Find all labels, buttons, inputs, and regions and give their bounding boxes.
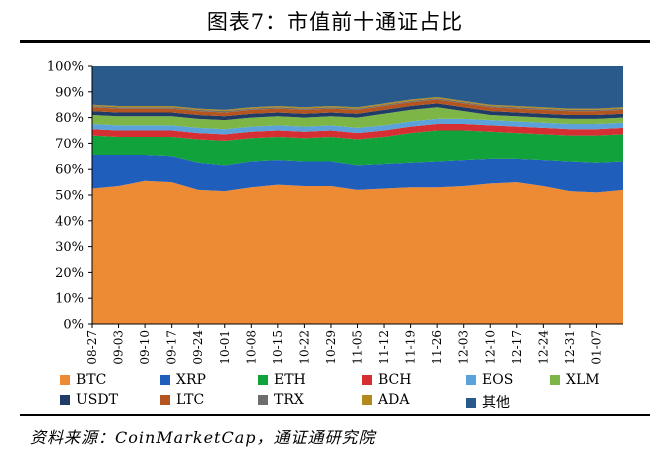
legend-item: ADA	[362, 392, 409, 408]
x-tick-label: 12-17	[510, 330, 524, 365]
x-tick-label: 09-24	[191, 330, 205, 365]
x-tick-label: 10-15	[271, 330, 285, 365]
area-XLM	[92, 107, 623, 130]
x-tick-label: 11-05	[351, 330, 365, 365]
x-tick-label: 09-10	[138, 330, 152, 365]
legend-item: USDT	[60, 392, 118, 408]
legend-label: EOS	[482, 372, 514, 388]
legend-item: XRP	[160, 372, 206, 388]
x-tick-label: 08-27	[85, 330, 99, 365]
source-note: 资料来源：CoinMarketCap，通证通研究院	[30, 428, 376, 447]
legend-swatch	[466, 398, 476, 408]
legend-item: XLM	[550, 372, 600, 388]
title-rule	[20, 40, 650, 43]
legend-label: LTC	[176, 392, 205, 408]
legend-item: 其他	[466, 392, 510, 412]
x-tick-label: 01-07	[589, 330, 603, 365]
x-tick-label: 10-29	[324, 330, 338, 365]
legend-swatch	[466, 375, 476, 385]
legend-label: ETH	[274, 372, 306, 388]
x-tick-label: 12-31	[563, 330, 577, 365]
y-tick-label: 10%	[55, 292, 84, 307]
area-USDT	[92, 103, 623, 121]
y-tick-label: 90%	[55, 85, 84, 100]
y-tick-label: 50%	[55, 189, 84, 204]
y-tick-label: 100%	[47, 60, 84, 75]
legend-item: ETH	[258, 372, 306, 388]
legend-label: BCH	[378, 372, 412, 388]
area-series-group	[92, 66, 623, 324]
y-tick-label: 60%	[55, 163, 84, 178]
legend-swatch	[60, 375, 70, 385]
x-tick-label: 09-17	[165, 330, 179, 365]
area-其他	[92, 66, 623, 110]
legend-label: XRP	[176, 372, 206, 388]
legend-swatch	[258, 375, 268, 385]
legend-item: LTC	[160, 392, 204, 408]
legend-label: ADA	[378, 392, 410, 408]
legend-item: EOS	[466, 372, 513, 388]
legend-label: 其他	[482, 395, 510, 411]
area-LTC	[92, 99, 623, 117]
legend-swatch	[258, 395, 268, 405]
legend-swatch	[60, 395, 70, 405]
area-ETH	[92, 130, 623, 166]
chart-title: 图表7：市值前十通证占比	[206, 10, 464, 34]
legend-label: XLM	[566, 372, 600, 388]
legend-item: BTC	[60, 372, 106, 388]
stacked-area-chart: 0% 10% 20% 30% 40% 50% 60% 70% 80% 90% 100% 08-27 09…	[47, 60, 623, 365]
y-tick-label: 20%	[55, 266, 84, 281]
y-tick-label: 80%	[55, 111, 84, 126]
legend-label: TRX	[274, 392, 304, 408]
legend-label: USDT	[76, 392, 118, 408]
axes-group: 0% 10% 20% 30% 40% 50% 60% 70% 80% 90% 100% 08-27 09…	[47, 60, 623, 365]
y-tick-label: 40%	[55, 214, 84, 229]
area-BCH	[92, 124, 623, 141]
area-BTC	[92, 180, 623, 324]
legend-swatch	[550, 375, 560, 385]
area-TRX	[92, 98, 623, 113]
bottom-rule	[20, 414, 650, 416]
legend-swatch	[160, 395, 170, 405]
legend-swatch	[362, 375, 372, 385]
x-tick-label: 09-03	[112, 330, 126, 365]
legend-label: BTC	[76, 372, 107, 388]
area-EOS	[92, 118, 623, 135]
y-tick-label: 0%	[63, 318, 84, 333]
area-XRP	[92, 155, 623, 193]
legend-item: BCH	[362, 372, 411, 388]
y-tick-label: 70%	[55, 137, 84, 152]
legend-swatch	[362, 395, 372, 405]
x-tick-label: 10-22	[297, 330, 311, 365]
legend-item: TRX	[258, 392, 304, 408]
y-tick-label: 30%	[55, 240, 84, 255]
area-ADA	[92, 96, 623, 112]
x-tick-label: 12-24	[536, 330, 550, 365]
x-tick-label: 12-03	[457, 330, 471, 365]
x-tick-label: 10-08	[244, 330, 258, 365]
legend-swatch	[160, 375, 170, 385]
x-tick-label: 11-26	[430, 330, 444, 365]
x-tick-label: 11-19	[404, 330, 418, 365]
x-tick-label: 11-12	[377, 330, 391, 365]
x-tick-label: 10-01	[218, 330, 232, 365]
x-tick-label: 12-10	[483, 330, 497, 365]
